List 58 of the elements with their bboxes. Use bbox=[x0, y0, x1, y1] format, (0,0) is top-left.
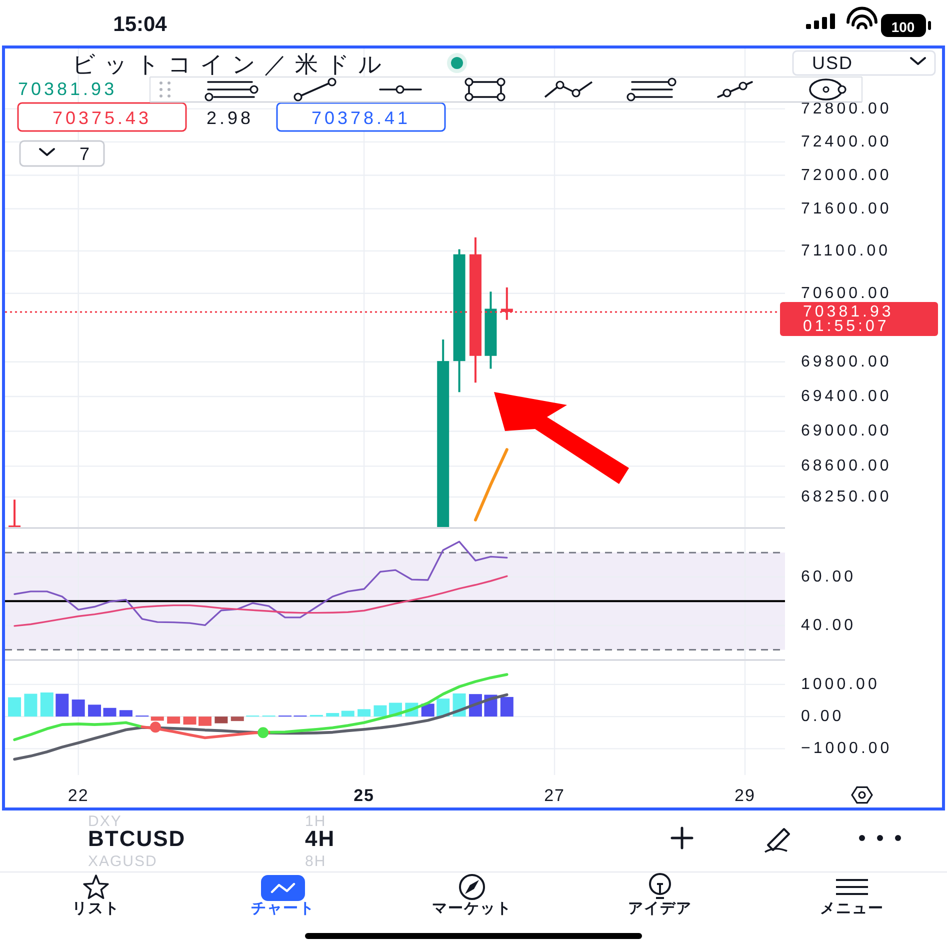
bar bbox=[500, 696, 514, 717]
y-tick-label: 70600.00 bbox=[801, 284, 892, 302]
bar bbox=[103, 708, 116, 717]
y-tick-label: 72400.00 bbox=[801, 133, 892, 150]
y-tick-label: −1000.00 bbox=[801, 740, 892, 758]
y-tick-label: 71600.00 bbox=[801, 200, 892, 218]
x-tick-label: 22 bbox=[68, 786, 89, 805]
y-tick-label: 68250.00 bbox=[801, 488, 892, 506]
text: BTCUSD bbox=[88, 826, 186, 851]
annotation: 70381.93 bbox=[18, 79, 118, 99]
text: アイデア bbox=[628, 900, 692, 917]
y-tick-label: 72000.00 bbox=[801, 166, 892, 184]
text: 01:55:07 bbox=[803, 318, 890, 335]
text: 100 bbox=[891, 19, 915, 35]
ref-line-label: 70381.93 bbox=[803, 303, 894, 320]
bar bbox=[326, 713, 340, 717]
text: USD bbox=[812, 53, 854, 73]
annotation: 70378.41 bbox=[311, 108, 411, 128]
x-tick-label: 27 bbox=[544, 786, 565, 805]
bar bbox=[40, 692, 54, 717]
text: リスト bbox=[72, 900, 120, 917]
text: チャート bbox=[251, 900, 315, 917]
bar bbox=[374, 705, 387, 717]
bar bbox=[341, 710, 354, 717]
x-tick-label: 29 bbox=[734, 786, 756, 805]
bar bbox=[198, 716, 212, 726]
y-tick-label: 1000.00 bbox=[801, 676, 880, 693]
y-tick-label: 71100.00 bbox=[801, 242, 891, 260]
y-tick-label: 68600.00 bbox=[801, 458, 892, 475]
bar bbox=[8, 697, 22, 717]
bar bbox=[119, 710, 132, 717]
y-tick-label: 60.00 bbox=[801, 568, 856, 586]
y-tick-label: 69000.00 bbox=[801, 422, 892, 440]
bar bbox=[88, 704, 102, 717]
y-tick-label: 0.00 bbox=[801, 708, 844, 726]
annotation: 2.98 bbox=[206, 108, 254, 128]
bar bbox=[230, 716, 244, 722]
text: 15:04 bbox=[113, 13, 168, 36]
y-tick-label: 69400.00 bbox=[801, 388, 892, 405]
bar bbox=[183, 716, 196, 725]
annotation: 70375.43 bbox=[52, 108, 152, 128]
chart-title: ビットコイン／米ドル bbox=[72, 51, 390, 77]
bar bbox=[24, 694, 38, 717]
text: メニュー bbox=[820, 900, 884, 917]
text: マーケット bbox=[432, 900, 512, 917]
y-tick-label: 72800.00 bbox=[801, 100, 892, 118]
bar bbox=[72, 700, 85, 717]
y-tick-label: 40.00 bbox=[801, 616, 856, 634]
x-tick-label: 25 bbox=[354, 786, 375, 805]
bar bbox=[167, 716, 180, 724]
bar bbox=[56, 694, 69, 717]
y-tick-label: 69800.00 bbox=[801, 353, 892, 370]
bar bbox=[421, 704, 434, 717]
bar bbox=[436, 698, 450, 717]
text: 4H bbox=[305, 826, 336, 851]
bar bbox=[214, 716, 228, 724]
annotation: 7 bbox=[79, 144, 93, 164]
bar bbox=[358, 709, 371, 717]
